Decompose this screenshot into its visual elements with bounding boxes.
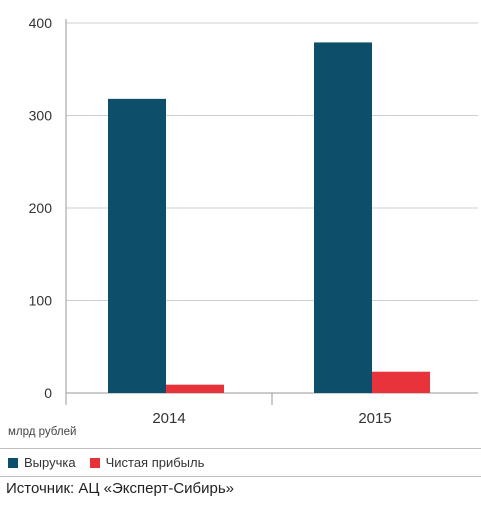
divider-top (0, 448, 481, 449)
divider-bottom (0, 476, 481, 477)
x-tick-label-2015: 2015 (358, 410, 391, 427)
bar-revenue-2015 (314, 42, 372, 394)
bar-revenue-2014 (108, 98, 166, 393)
legend-label-revenue: Выручка (24, 455, 76, 470)
y-tick-label-100: 100 (29, 293, 53, 309)
bar-profit-2015 (372, 371, 430, 393)
unit-label: млрд рублей (8, 426, 77, 438)
legend-swatch-profit (89, 457, 100, 468)
legend: Выручка Чистая прибыль (8, 455, 218, 470)
source-note: Источник: АЦ «Эксперт-Сибирь» (6, 480, 235, 497)
legend-item-revenue: Выручка (8, 455, 76, 470)
y-tick-label-0: 0 (44, 385, 52, 401)
y-tick-label-200: 200 (29, 200, 53, 216)
legend-label-profit: Чистая прибыль (105, 455, 205, 470)
x-tick-label-2014: 2014 (152, 410, 185, 427)
y-tick-label-300: 300 (29, 108, 53, 124)
legend-item-profit: Чистая прибыль (89, 455, 205, 470)
bar-profit-2014 (166, 384, 224, 393)
legend-swatch-revenue (8, 457, 18, 468)
y-tick-label-400: 400 (29, 15, 53, 31)
